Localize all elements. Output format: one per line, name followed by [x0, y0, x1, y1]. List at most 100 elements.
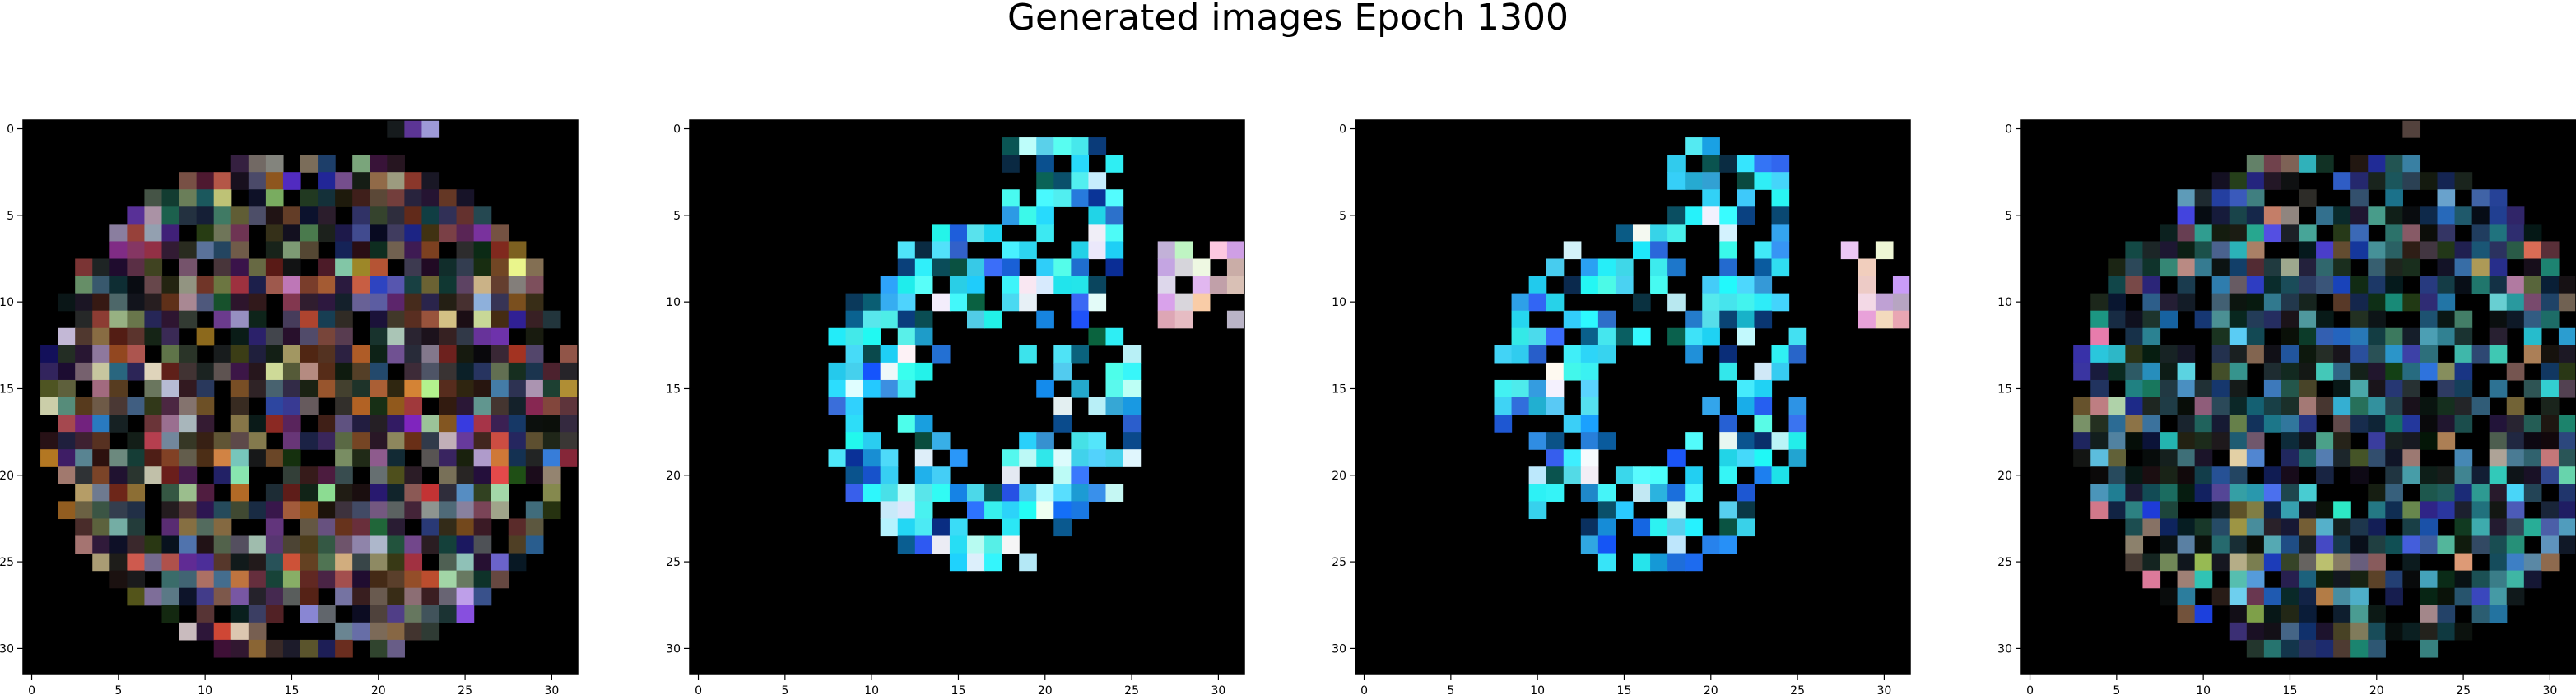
pixel	[2125, 397, 2144, 415]
pixel	[370, 224, 388, 243]
pixel	[525, 466, 544, 484]
pixel	[2263, 639, 2282, 658]
pixel	[300, 432, 319, 450]
pixel	[439, 276, 458, 294]
pixel	[404, 535, 423, 554]
pixel	[439, 587, 458, 606]
pixel	[230, 535, 249, 554]
pixel	[265, 379, 284, 398]
pixel	[2108, 293, 2126, 312]
pixel	[525, 415, 544, 433]
pixel	[370, 605, 388, 623]
pixel	[2263, 224, 2282, 243]
y-tick-label: 20	[1997, 470, 2012, 483]
pixel	[335, 276, 353, 294]
pixel	[352, 379, 370, 398]
pixel	[2177, 518, 2196, 537]
pixel	[863, 310, 881, 329]
pixel	[2142, 345, 2161, 364]
pixel	[2523, 276, 2542, 294]
pixel	[1174, 293, 1193, 312]
pixel	[439, 345, 458, 364]
pixel	[2194, 553, 2213, 572]
pixel	[1105, 224, 1124, 243]
pixel	[2420, 535, 2439, 554]
pixel	[508, 362, 527, 381]
pixel	[282, 484, 301, 502]
pixel	[2263, 276, 2282, 294]
pixel	[2299, 415, 2317, 433]
pixel	[265, 155, 284, 173]
y-tick-label: 0	[7, 123, 14, 137]
pixel	[1494, 397, 1513, 415]
pixel	[1494, 379, 1513, 398]
pixel	[213, 241, 232, 260]
pixel	[2299, 639, 2317, 658]
pixel	[1192, 276, 1211, 294]
pixel	[2299, 362, 2317, 381]
pixel	[2333, 276, 2351, 294]
x-tick-label: 5	[1447, 684, 1454, 695]
pixel	[2489, 276, 2508, 294]
pixel	[2108, 345, 2126, 364]
axes-frame	[2020, 119, 2576, 675]
pixel	[2385, 415, 2403, 433]
pixel	[387, 466, 405, 484]
pixel	[370, 241, 388, 260]
pixel	[2194, 397, 2213, 415]
pixel	[1615, 501, 1634, 520]
pixel	[1036, 379, 1054, 398]
pixel	[984, 224, 1002, 243]
pixel	[1667, 206, 1686, 225]
pixel	[1002, 484, 1020, 502]
pixel	[2368, 345, 2386, 364]
pixel	[560, 345, 579, 364]
pixel	[2350, 310, 2369, 329]
pixel	[335, 587, 353, 606]
pixel	[2125, 276, 2144, 294]
pixel	[213, 570, 232, 589]
pixel	[421, 276, 440, 294]
pixel	[845, 293, 864, 312]
pixel	[2316, 449, 2334, 467]
pixel	[2299, 570, 2317, 589]
pixel	[318, 415, 336, 433]
pixel	[932, 258, 951, 277]
pixel	[2299, 189, 2317, 207]
pixel	[2471, 535, 2490, 554]
pixel	[282, 570, 301, 589]
pixel	[161, 189, 180, 207]
pixel	[2246, 276, 2265, 294]
pixel	[1053, 415, 1072, 433]
pixel	[179, 484, 198, 502]
pixel	[2194, 206, 2213, 225]
pixel	[456, 449, 475, 467]
pixel	[1702, 327, 1720, 346]
pixel	[473, 293, 492, 312]
pixel	[897, 379, 916, 398]
pixel	[2350, 189, 2369, 207]
pixel	[2350, 518, 2369, 537]
pixel	[897, 501, 916, 520]
pixel	[387, 345, 405, 364]
pixel	[109, 466, 128, 484]
pixel	[318, 605, 336, 623]
pixel	[2333, 241, 2351, 260]
pixel	[2523, 293, 2542, 312]
pixel	[179, 276, 198, 294]
pixel	[1667, 535, 1686, 554]
y-tick-label: 15	[666, 382, 681, 396]
pixel	[2211, 397, 2230, 415]
pixel	[2299, 293, 2317, 312]
pixel	[2194, 570, 2213, 589]
pixel	[2420, 605, 2439, 623]
pixel	[109, 362, 128, 381]
pixel	[542, 362, 561, 381]
pixel	[491, 415, 509, 433]
pixel	[352, 449, 370, 467]
pixel	[2420, 206, 2439, 225]
pixel	[404, 172, 423, 190]
pixel	[2246, 397, 2265, 415]
pixel	[2125, 310, 2144, 329]
pixel	[318, 639, 336, 658]
